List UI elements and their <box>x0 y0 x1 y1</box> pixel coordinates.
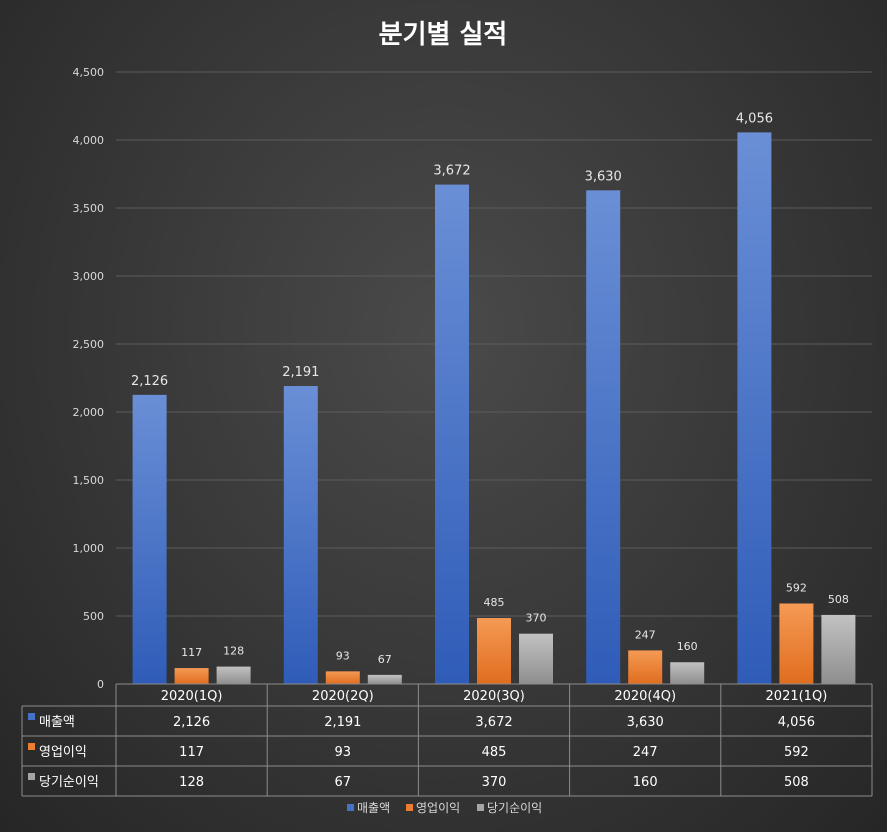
data-label: 2,126 <box>131 374 168 389</box>
table-legend-key <box>28 773 35 780</box>
table-cell: 4,056 <box>778 715 815 730</box>
data-label: 128 <box>223 645 244 658</box>
table-cell: 117 <box>179 745 204 760</box>
data-label: 3,630 <box>585 169 622 184</box>
x-tick-label: 2020(2Q) <box>312 689 374 704</box>
table-series-name: 매출액 <box>39 715 75 730</box>
y-tick-label: 4,000 <box>73 134 105 147</box>
table-cell: 592 <box>784 745 809 760</box>
legend-key <box>406 804 413 811</box>
bar-0-4 <box>737 132 772 684</box>
table-cell: 508 <box>784 775 809 790</box>
data-label: 370 <box>526 612 547 625</box>
bar-1-4 <box>779 603 814 684</box>
table-legend-key <box>28 743 35 750</box>
bar-2-0 <box>216 666 251 684</box>
gridlines <box>116 71 872 617</box>
x-tick-label: 2020(1Q) <box>161 689 223 704</box>
data-labels: 2,126 117 128 2,191 93 67 3,672 485 370 3,630 247 1… <box>131 111 849 666</box>
x-tick-label: 2021(1Q) <box>766 689 828 704</box>
y-tick-label: 3,000 <box>73 270 105 283</box>
bar-0-0 <box>132 394 167 684</box>
y-tick-label: 4,500 <box>73 66 105 79</box>
bar-0-1 <box>283 386 318 684</box>
data-table: 2020(1Q) 2020(2Q) 2020(3Q) 2020(4Q) 2021(1Q)… <box>21 683 873 797</box>
legend-key <box>477 804 484 811</box>
table-cell: 3,672 <box>475 715 512 730</box>
bar-2-4 <box>821 614 856 684</box>
table-legend-key <box>28 713 35 720</box>
table-cell: 370 <box>482 775 507 790</box>
data-label: 4,056 <box>736 111 773 126</box>
bar-2-2 <box>519 633 553 684</box>
table-cell: 3,630 <box>627 715 664 730</box>
table-cell: 67 <box>335 775 352 790</box>
y-tick-label: 3,500 <box>73 202 105 215</box>
y-tick-label: 1,000 <box>73 542 105 555</box>
bar-2-1 <box>367 674 402 684</box>
y-tick-label: 1,500 <box>73 474 105 487</box>
data-label: 2,191 <box>282 365 319 380</box>
table-series-name: 영업이익 <box>39 745 87 760</box>
table-cell: 485 <box>482 745 507 760</box>
data-label: 160 <box>677 640 698 653</box>
data-label: 508 <box>828 593 849 606</box>
legend-label: 매출액 <box>357 801 390 815</box>
bar-1-0 <box>174 668 209 684</box>
table-cell: 2,191 <box>324 715 361 730</box>
table-cell: 2,126 <box>173 715 210 730</box>
y-tick-label: 2,000 <box>73 406 105 419</box>
data-label: 247 <box>635 628 656 641</box>
table-cell: 128 <box>179 775 204 790</box>
table-series-name: 당기순이익 <box>39 775 99 790</box>
bar-2-3 <box>670 662 705 684</box>
data-label: 592 <box>786 581 807 594</box>
bar-0-2 <box>435 184 469 684</box>
y-tick-label: 500 <box>83 610 104 623</box>
bar-0-3 <box>586 190 621 684</box>
x-tick-label: 2020(4Q) <box>614 689 676 704</box>
legend: 매출액 영업이익 당기순이익 <box>347 801 542 815</box>
legend-label: 당기순이익 <box>487 801 542 815</box>
y-tick-label: 2,500 <box>73 338 105 351</box>
bar-1-1 <box>325 671 360 684</box>
table-cell: 160 <box>633 775 658 790</box>
y-tick-label: 0 <box>97 678 104 691</box>
y-axis-ticks: 0 500 1,000 1,500 2,000 2,500 3,000 3,500 4,000 4… <box>73 66 105 691</box>
data-label: 3,672 <box>433 164 470 179</box>
chart-title: 분기별 실적 <box>379 20 508 50</box>
data-label: 117 <box>181 646 202 659</box>
table-cell: 93 <box>335 745 352 760</box>
bar-1-3 <box>628 650 663 684</box>
table-cell: 247 <box>633 745 658 760</box>
data-label: 93 <box>336 649 350 662</box>
bar-1-2 <box>477 618 511 684</box>
x-tick-label: 2020(3Q) <box>463 689 525 704</box>
legend-key <box>347 804 354 811</box>
data-label: 485 <box>484 596 505 609</box>
data-label: 67 <box>378 653 392 666</box>
legend-label: 영업이익 <box>416 801 460 815</box>
bars <box>132 132 856 684</box>
